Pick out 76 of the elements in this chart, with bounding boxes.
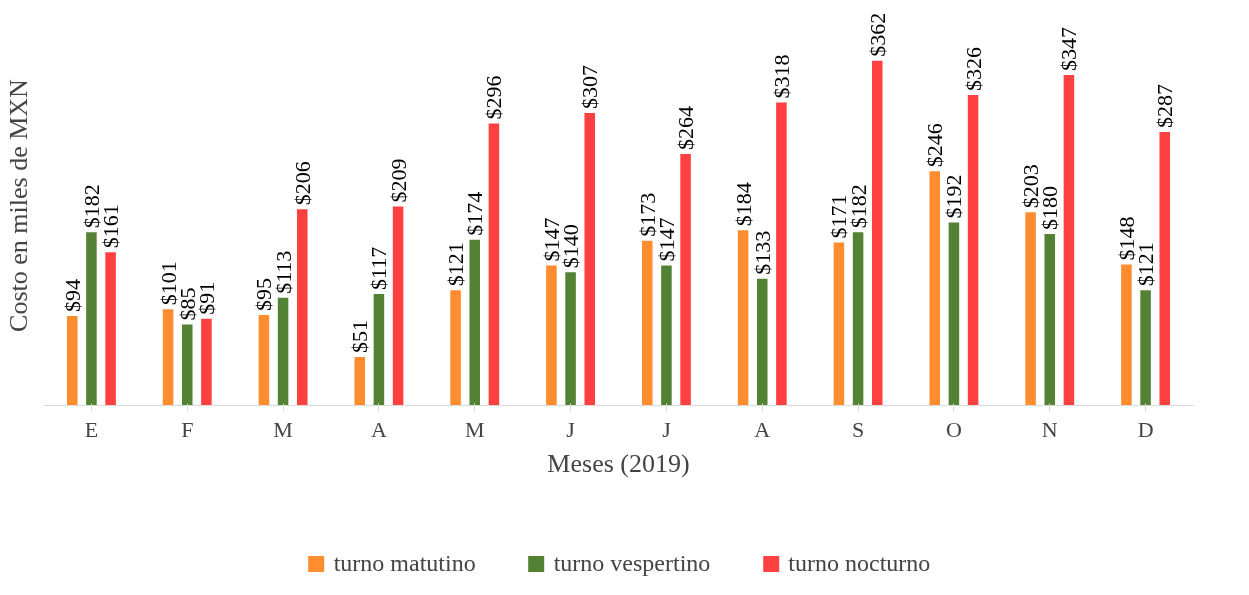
bar bbox=[948, 222, 960, 406]
bar bbox=[929, 171, 941, 406]
data-label: $113 bbox=[270, 250, 296, 294]
data-label: $174 bbox=[462, 191, 488, 236]
data-label: $147 bbox=[538, 217, 564, 262]
bar bbox=[373, 294, 385, 406]
data-label: $287 bbox=[1152, 84, 1178, 129]
x-tick-label: O bbox=[945, 416, 962, 442]
data-label: $148 bbox=[1113, 216, 1139, 261]
bar bbox=[1044, 234, 1056, 406]
bar bbox=[277, 297, 289, 406]
data-label: $326 bbox=[960, 46, 986, 91]
bar bbox=[852, 232, 864, 406]
x-tick-label: S bbox=[851, 416, 865, 442]
bar bbox=[737, 230, 749, 406]
bar bbox=[1159, 132, 1171, 406]
bar bbox=[296, 209, 308, 406]
data-label: $51 bbox=[347, 319, 373, 353]
bar bbox=[967, 94, 979, 406]
bar bbox=[776, 102, 787, 406]
x-tick-label: N bbox=[1041, 416, 1058, 442]
bar bbox=[1140, 290, 1151, 406]
bar bbox=[450, 290, 461, 406]
x-tick-label: M bbox=[464, 416, 485, 442]
data-label: $206 bbox=[289, 161, 315, 206]
bar bbox=[105, 252, 116, 406]
x-axis-title: Meses (2019) bbox=[547, 448, 690, 478]
data-label: $296 bbox=[481, 75, 507, 120]
data-label: $133 bbox=[749, 230, 775, 275]
data-label: $307 bbox=[577, 65, 603, 110]
bar bbox=[756, 278, 768, 406]
data-label: $182 bbox=[78, 184, 104, 229]
bar bbox=[66, 315, 78, 406]
bar bbox=[661, 265, 672, 406]
bar bbox=[201, 318, 212, 406]
data-label: $94 bbox=[59, 278, 85, 312]
data-label: $347 bbox=[1056, 26, 1082, 71]
x-tick-label: A bbox=[754, 416, 771, 442]
bar bbox=[1063, 74, 1075, 406]
y-axis-title: Costo en miles de MXN bbox=[3, 78, 33, 332]
data-label: $209 bbox=[385, 158, 411, 203]
data-label: $318 bbox=[768, 54, 794, 99]
x-tick-label: D bbox=[1137, 416, 1154, 442]
bar bbox=[680, 154, 691, 406]
bar bbox=[258, 315, 270, 406]
bar bbox=[641, 240, 653, 406]
bar bbox=[392, 206, 404, 406]
bar bbox=[162, 309, 174, 406]
bar bbox=[181, 324, 193, 406]
data-label: $121 bbox=[443, 242, 469, 287]
x-tick-label: J bbox=[566, 416, 576, 442]
x-tick-label: E bbox=[84, 416, 99, 442]
legend-label: turno nocturno bbox=[788, 549, 931, 577]
legend-label: turno matutino bbox=[333, 549, 476, 577]
bar bbox=[86, 232, 97, 406]
x-tick-label: F bbox=[181, 416, 194, 442]
data-label: $362 bbox=[864, 12, 890, 57]
bar bbox=[546, 265, 557, 406]
bar bbox=[488, 123, 500, 406]
data-label: $246 bbox=[922, 123, 948, 168]
bar bbox=[354, 356, 366, 406]
data-label: $117 bbox=[366, 246, 392, 291]
bar bbox=[1121, 264, 1132, 406]
bar bbox=[584, 113, 596, 406]
bar bbox=[565, 272, 576, 406]
legend-label: turno vespertino bbox=[553, 549, 711, 577]
x-tick-label: A bbox=[370, 416, 387, 442]
data-label: $264 bbox=[673, 106, 699, 151]
bar bbox=[833, 242, 845, 406]
bar bbox=[871, 60, 883, 406]
x-tick-label: M bbox=[273, 416, 293, 442]
x-tick-label: J bbox=[662, 416, 672, 442]
bar bbox=[1025, 212, 1036, 406]
data-label: $184 bbox=[730, 182, 756, 227]
bar bbox=[469, 239, 481, 406]
data-label: $192 bbox=[941, 174, 967, 219]
